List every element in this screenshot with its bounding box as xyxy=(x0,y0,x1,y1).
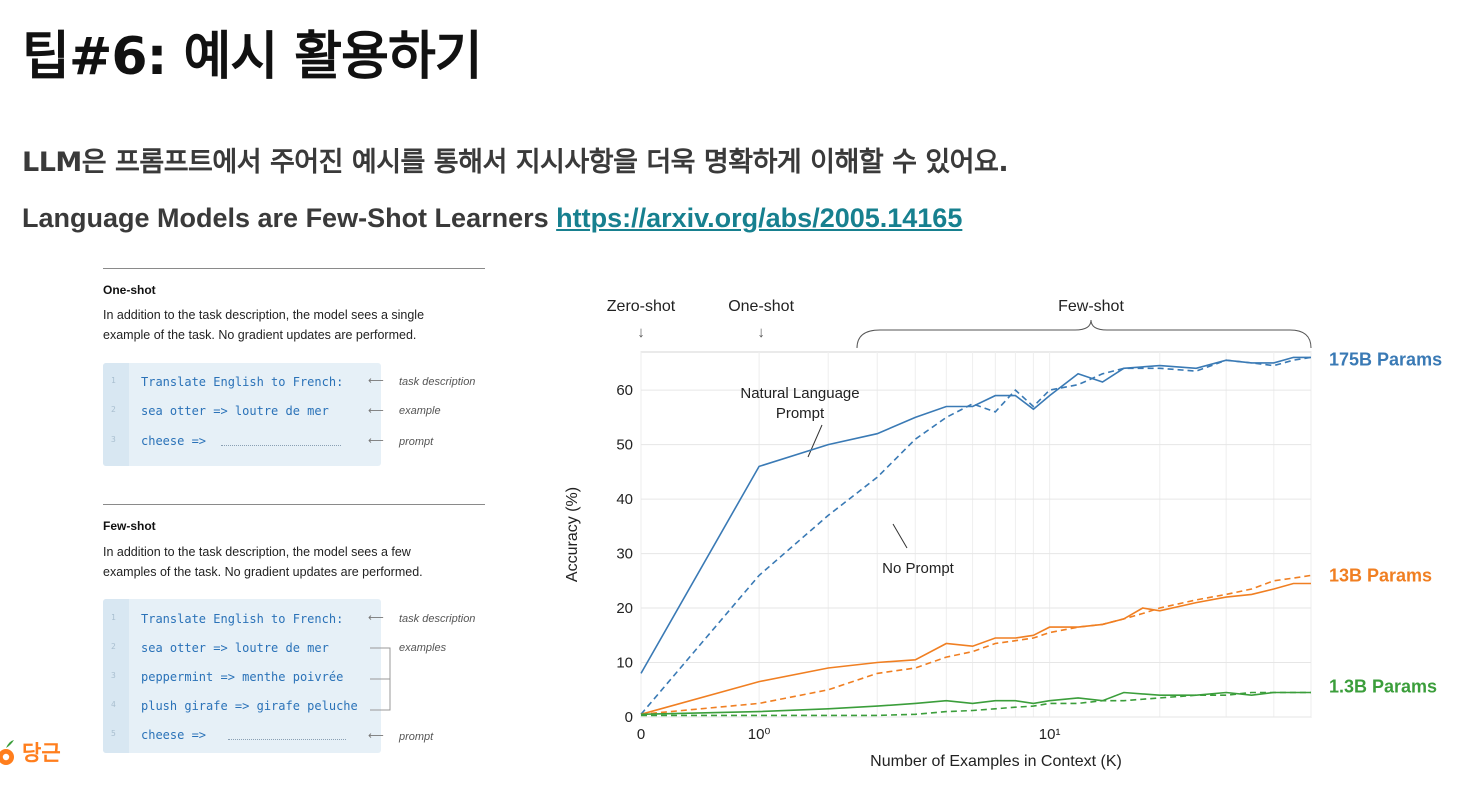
line-number: 1 xyxy=(111,376,116,385)
code-text: cheese => xyxy=(141,728,207,742)
brand-name: 당근 xyxy=(22,741,61,765)
examples-bracket-icon xyxy=(370,647,391,711)
code-line: 5 cheese => xyxy=(103,726,381,746)
few-shot-divider xyxy=(103,504,485,505)
line-number: 1 xyxy=(111,613,116,622)
x-tick-label: 10¹ xyxy=(1039,726,1061,743)
arrow-left-icon: ⟵ xyxy=(368,404,384,417)
series-label: 1.3B Params xyxy=(1329,676,1437,696)
annotation-natural-language: Prompt xyxy=(776,405,825,422)
x-tick-label: 0 xyxy=(637,726,645,743)
annotation-pointer xyxy=(892,523,908,549)
answer-blank xyxy=(228,739,346,740)
annotation-label: prompt xyxy=(399,731,434,743)
code-line: 3 cheese => xyxy=(103,432,381,452)
line-number: 4 xyxy=(111,700,116,709)
annotation-natural-language: Natural Language xyxy=(740,385,859,402)
code-gutter xyxy=(103,363,129,466)
series-line xyxy=(640,356,1311,674)
series-line xyxy=(640,356,1312,715)
one-shot-heading: One-shot xyxy=(103,283,156,297)
few-shot-heading: Few-shot xyxy=(103,519,156,533)
arrow-left-icon: ⟵ xyxy=(368,374,384,387)
y-tick-label: 50 xyxy=(616,437,633,454)
one-shot-label: One-shot xyxy=(728,298,794,315)
x-tick-label: 10⁰ xyxy=(748,726,771,743)
y-tick-label: 40 xyxy=(616,491,633,508)
y-tick-label: 10 xyxy=(616,655,633,672)
line-number: 2 xyxy=(111,642,116,651)
code-line: 2 sea otter => loutre de mer xyxy=(103,402,381,422)
down-arrow-icon: ↓ xyxy=(757,324,765,341)
code-line: 1 Translate English to French: xyxy=(103,610,381,630)
annotation-label: task description xyxy=(399,613,476,625)
annotation-label: examples xyxy=(399,642,447,654)
code-gutter xyxy=(103,599,129,753)
code-text: plush girafe => girafe peluche xyxy=(141,699,358,713)
code-line: 2 sea otter => loutre de mer xyxy=(103,639,381,659)
few-shot-brace xyxy=(856,319,1312,349)
series-label: 175B Params xyxy=(1329,349,1442,369)
y-tick-label: 30 xyxy=(616,546,633,563)
carrot-icon xyxy=(0,740,14,765)
series-line xyxy=(640,582,1311,716)
one-shot-description: In addition to the task description, the… xyxy=(103,308,425,342)
code-text: sea otter => loutre de mer xyxy=(141,641,329,655)
arrow-left-icon: ⟵ xyxy=(368,434,384,447)
down-arrow-icon: ↓ xyxy=(637,324,645,341)
series-line xyxy=(641,691,1311,717)
code-line: 4 plush girafe => girafe peluche xyxy=(103,697,381,717)
slide-title: 팁#6: 예시 활용하기 xyxy=(22,27,483,87)
arrow-left-icon: ⟵ xyxy=(368,611,384,624)
series-label: 13B Params xyxy=(1329,566,1432,586)
one-shot-divider xyxy=(103,268,485,269)
line-number: 3 xyxy=(111,671,116,680)
annotation-label: task description xyxy=(399,376,476,388)
paper-reference: Language Models are Few-Shot Learners ht… xyxy=(22,203,962,234)
y-tick-label: 60 xyxy=(616,382,633,399)
y-axis-label: Accuracy (%) xyxy=(564,487,581,582)
annotation-pointer xyxy=(807,424,823,458)
line-number: 3 xyxy=(111,435,116,444)
code-text: Translate English to French: xyxy=(141,375,344,389)
series-line xyxy=(640,691,1311,716)
paper-title: Language Models are Few-Shot Learners xyxy=(22,203,549,233)
annotation-label: prompt xyxy=(399,436,434,448)
line-number: 2 xyxy=(111,405,116,414)
code-text: sea otter => loutre de mer xyxy=(141,404,329,418)
y-tick-label: 0 xyxy=(625,709,633,726)
code-text: cheese => xyxy=(141,434,207,448)
brand-logo: 당근 xyxy=(0,737,61,767)
x-axis-label: Number of Examples in Context (K) xyxy=(870,753,1122,770)
code-line: 3 peppermint => menthe poivrée xyxy=(103,668,381,688)
code-line: 1 Translate English to French: xyxy=(103,373,381,393)
annotation-no-prompt: No Prompt xyxy=(882,560,955,577)
y-tick-label: 20 xyxy=(616,600,633,617)
line-number: 5 xyxy=(111,729,116,738)
few-shot-description: In addition to the task description, the… xyxy=(103,545,423,579)
few-shot-label: Few-shot xyxy=(1058,298,1124,315)
slide-subtitle: LLM은 프롬프트에서 주어진 예시를 통해서 지시사항을 더욱 명확하게 이해… xyxy=(22,147,1009,178)
answer-blank xyxy=(221,445,341,446)
zero-shot-label: Zero-shot xyxy=(607,298,676,315)
arrow-left-icon: ⟵ xyxy=(368,729,384,742)
annotation-label: example xyxy=(399,405,441,417)
paper-link[interactable]: https://arxiv.org/abs/2005.14165 xyxy=(556,203,963,233)
series-line xyxy=(640,574,1312,716)
code-text: Translate English to French: xyxy=(141,612,344,626)
code-text: peppermint => menthe poivrée xyxy=(141,670,344,684)
one-shot-code-box: 1 Translate English to French: 2 sea ott… xyxy=(103,363,381,466)
few-shot-code-box: 1 Translate English to French: 2 sea ott… xyxy=(103,599,381,753)
